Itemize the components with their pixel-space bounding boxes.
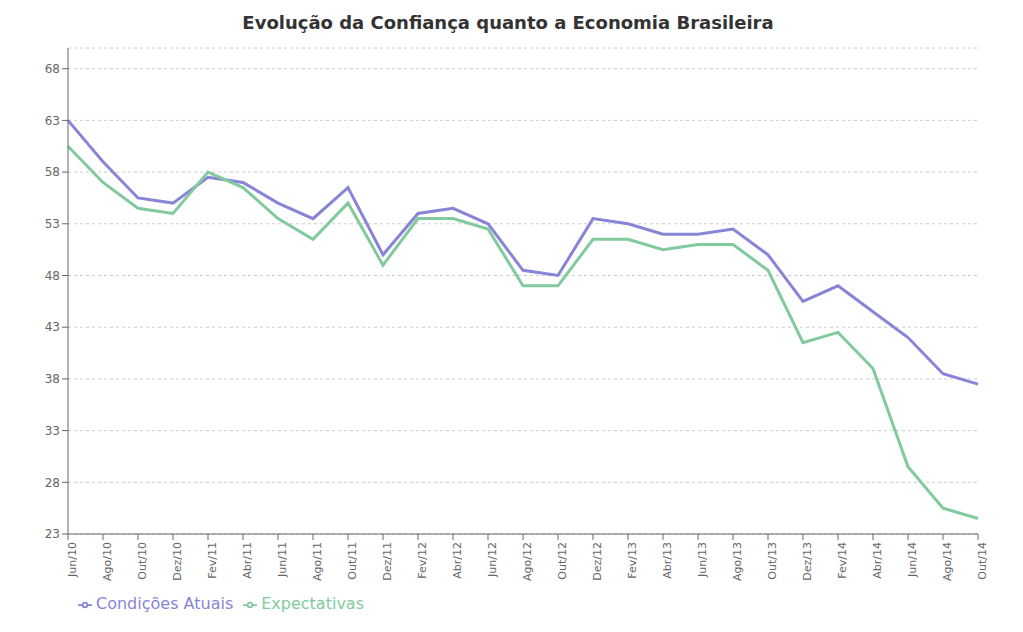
svg-text:Out/13: Out/13	[766, 542, 779, 580]
svg-text:Ago/12: Ago/12	[521, 542, 534, 581]
svg-text:Ago/10: Ago/10	[101, 542, 114, 581]
svg-text:Fev/11: Fev/11	[206, 542, 219, 579]
svg-text:Dez/10: Dez/10	[171, 542, 184, 581]
svg-text:68: 68	[45, 62, 60, 76]
svg-text:38: 38	[45, 372, 60, 386]
svg-text:Dez/13: Dez/13	[801, 542, 814, 581]
svg-text:33: 33	[45, 424, 60, 438]
svg-text:28: 28	[45, 476, 60, 490]
svg-text:Abr/14: Abr/14	[871, 542, 884, 579]
svg-text:Jun/13: Jun/13	[696, 542, 709, 578]
svg-text:Fev/14: Fev/14	[836, 542, 849, 579]
svg-text:Ago/11: Ago/11	[311, 542, 324, 581]
svg-text:Out/11: Out/11	[346, 542, 359, 580]
svg-text:Abr/13: Abr/13	[661, 542, 674, 579]
svg-text:Fev/13: Fev/13	[626, 542, 639, 579]
svg-text:23: 23	[45, 527, 60, 541]
svg-text:Dez/11: Dez/11	[381, 542, 394, 581]
svg-text:Jun/10: Jun/10	[66, 542, 79, 578]
svg-text:Dez/12: Dez/12	[591, 542, 604, 581]
svg-text:43: 43	[45, 320, 60, 334]
svg-text:Jun/12: Jun/12	[486, 542, 499, 578]
svg-text:58: 58	[45, 165, 60, 179]
svg-text:Abr/12: Abr/12	[451, 542, 464, 579]
svg-text:Out/10: Out/10	[136, 542, 149, 580]
svg-text:63: 63	[45, 114, 60, 128]
html-text:Condições Atuais: Condições Atuais	[96, 594, 234, 613]
svg-text:Out/12: Out/12	[556, 542, 569, 580]
svg-text:Jun/14: Jun/14	[906, 542, 919, 578]
svg-text:Abr/11: Abr/11	[241, 542, 254, 579]
svg-text:48: 48	[45, 269, 60, 283]
svg-text:Jun/11: Jun/11	[276, 542, 289, 578]
svg-text:Ago/13: Ago/13	[731, 542, 744, 581]
svg-text:53: 53	[45, 217, 60, 231]
svg-text:Ago/14: Ago/14	[941, 542, 954, 581]
svg-text:Fev/12: Fev/12	[416, 542, 429, 579]
html-text:Expectativas: Expectativas	[261, 594, 364, 613]
svg-text:Out/14: Out/14	[976, 542, 989, 580]
html-text:Evolução da Confiança quanto a: Evolução da Confiança quanto a Economia …	[242, 12, 774, 33]
